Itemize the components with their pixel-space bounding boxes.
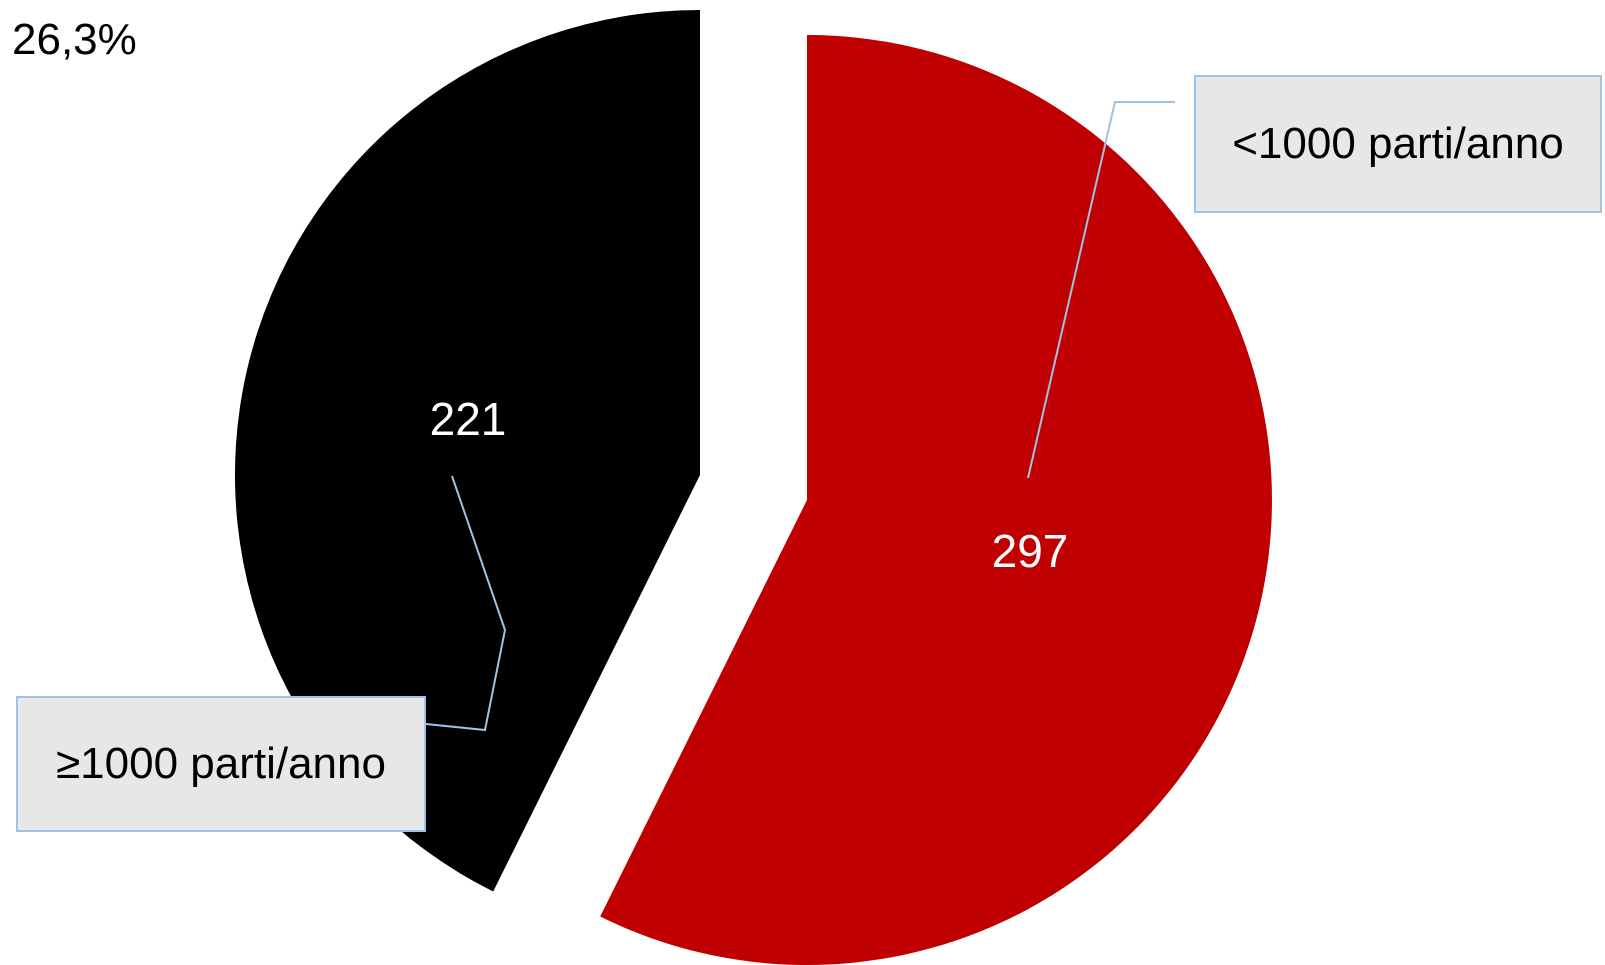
- data-label-large-hospitals: 221: [430, 393, 507, 445]
- corner-percentage: 26,3%: [12, 15, 137, 64]
- pie-slice-large-hospitals: [234, 10, 700, 892]
- data-label-small-hospitals: 297: [992, 525, 1069, 577]
- leader-line-small-hospitals: [1027, 101, 1175, 479]
- category-label-small-hospitals: <1000 parti/anno: [1194, 75, 1602, 213]
- category-label-large-hospitals: ≥1000 parti/anno: [16, 696, 426, 832]
- pie-slice-small-hospitals: [600, 35, 1272, 965]
- leader-line-large-hospitals: [425, 475, 507, 732]
